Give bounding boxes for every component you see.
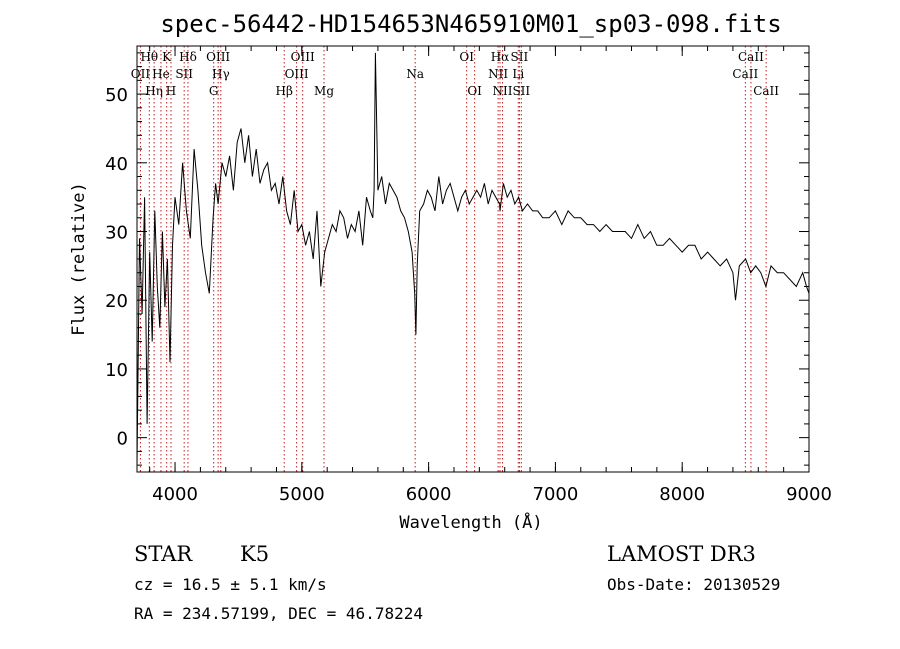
redshift-cz: cz = 16.5 ± 5.1 km/s (134, 575, 327, 594)
spectral-line-label: CaII (753, 84, 779, 98)
x-tick-label: 5000 (279, 484, 325, 505)
spectral-line-label: SII (512, 84, 530, 98)
spectral-line-label: H (166, 84, 176, 98)
survey-name: LAMOST DR3 (607, 542, 756, 566)
observation-date: Obs-Date: 20130529 (607, 575, 780, 594)
spectral-line-label: He (152, 67, 170, 81)
spectral-line-labels: OII Hθ Hη He K H SII Hδ G OIII Hγ Hβ OIII OIII Mg Na OI O… (131, 50, 780, 98)
ra-dec: RA = 234.57199, DEC = 46.78224 (134, 604, 423, 623)
spectral-line-label: CaII (732, 67, 758, 81)
x-tick-label: 6000 (406, 484, 452, 505)
plot-frame (136, 45, 810, 473)
y-axis-label: Flux (relative) (69, 182, 89, 336)
x-axis-label: Wavelength (Å) (399, 511, 542, 533)
y-tick-label: 40 (105, 154, 128, 175)
spectral-line-label: Hδ (179, 50, 197, 64)
spectral-line-label: OI (459, 50, 474, 64)
spectral-line-label: Mg (314, 84, 334, 98)
spectral-line-label: SII (511, 50, 529, 64)
y-tick-label: 10 (105, 360, 128, 381)
y-tick-label: 50 (105, 85, 128, 106)
spectral-line-label: OIII (206, 50, 230, 64)
spectral-line-label: OIII (291, 50, 315, 64)
y-tick-label: 20 (105, 291, 128, 312)
object-class: STAR (134, 542, 193, 566)
spectral-line-label: Na (406, 67, 424, 81)
spectral-line-label: G (209, 84, 219, 98)
x-tick-label: 7000 (533, 484, 579, 505)
spectral-line-label: OIII (285, 67, 309, 81)
object-subclass: K5 (240, 542, 269, 566)
x-axis-ticks: 4000 5000 6000 7000 8000 9000 (149, 46, 832, 505)
spectral-line-label: NII (488, 67, 508, 81)
chart-title: spec-56442-HD154653N465910M01_sp03-098.f… (160, 10, 781, 38)
x-tick-label: 8000 (659, 484, 705, 505)
spectral-line-label: Hβ (276, 84, 293, 98)
spectral-line-label: Li (512, 67, 524, 81)
spectral-line-label: Hη (145, 84, 163, 98)
spectral-line-label: K (162, 50, 172, 64)
x-tick-label: 9000 (786, 484, 832, 505)
spectral-line-markers (139, 46, 767, 472)
spectral-line-label: Hα (491, 50, 510, 64)
y-tick-label: 30 (105, 223, 128, 244)
spectral-line-label: NII (493, 84, 513, 98)
spectrum-line (136, 52, 810, 466)
spectral-line-label: Hθ (140, 50, 158, 64)
x-tick-label: 4000 (152, 484, 198, 505)
spectral-line-label: OII (131, 67, 151, 81)
y-tick-label: 0 (117, 429, 128, 450)
spectral-line-label: CaII (738, 50, 764, 64)
spectral-line-label: Hγ (212, 67, 230, 81)
y-axis-ticks: 0 10 20 30 40 50 (105, 52, 809, 466)
spectral-line-label: OI (467, 84, 482, 98)
spectral-line-label: SII (175, 67, 193, 81)
